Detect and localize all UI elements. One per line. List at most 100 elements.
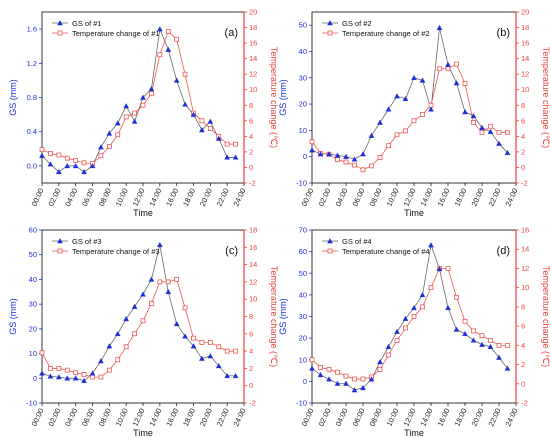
y-left-tick-label: 30 [299, 312, 307, 321]
x-tick-label: 24:00 [504, 187, 520, 208]
y-left-tick-label: 1.6 [27, 25, 37, 34]
gs-point [479, 341, 485, 347]
temperature-point [207, 340, 213, 345]
gs-point [39, 152, 45, 158]
gs-point [419, 77, 426, 83]
temperature-series-line [41, 278, 236, 378]
y-left-tick-label: 70 [299, 226, 307, 235]
gs-point [436, 266, 443, 272]
x-tick-label: 10:00 [114, 187, 130, 208]
temperature-point [394, 132, 400, 138]
gs-point [148, 276, 155, 282]
temperature-point [386, 143, 391, 149]
y-left-tick-label: 10 [29, 349, 37, 358]
temperature-point [224, 141, 230, 147]
y-left-tick-label: -10 [296, 399, 307, 408]
y-right-tick-label: 8 [249, 101, 253, 110]
temperature-point [454, 61, 459, 67]
legend-gs-marker [327, 238, 333, 244]
gs-point [98, 144, 104, 150]
y-right-tick-label: 12 [521, 264, 529, 273]
gs-point [114, 120, 121, 126]
temperature-point [174, 276, 180, 282]
gs-point [487, 343, 494, 350]
y-right-tick-label: -2 [249, 399, 256, 408]
y-right-tick-label: 2 [521, 360, 525, 369]
legend-temperature-label: Temperature change of #3 [72, 247, 160, 256]
y-right-tick-label: 16 [249, 39, 257, 48]
legend-temperature-label: Temperature change of #1 [72, 29, 160, 38]
gs-point [140, 94, 146, 100]
temperature-point [471, 328, 476, 334]
x-tick-label: 16:00 [164, 407, 180, 428]
gs-point [190, 111, 197, 117]
gs-point [368, 376, 375, 382]
gs-series-line [41, 244, 236, 382]
legend-temperature-marker [57, 30, 63, 36]
temperature-point [496, 342, 502, 348]
temperature-point [360, 376, 366, 382]
y-right-tick-label: 10 [249, 85, 257, 94]
y-left-tick-label: 10 [299, 126, 307, 135]
y-right-tick-label: 4 [249, 132, 253, 141]
gs-point [504, 149, 511, 155]
legend-gs-label: GS of #4 [342, 237, 372, 246]
temperature-point [411, 118, 417, 124]
temperature-point [445, 266, 451, 271]
gs-point [462, 109, 468, 115]
gs-point [215, 135, 222, 141]
temperature-point [90, 374, 95, 380]
gs-point [445, 61, 451, 67]
gs-point [334, 380, 341, 386]
x-tick-label: 22:00 [487, 187, 503, 208]
x-tick-label: 00:00 [30, 187, 46, 208]
y-right-tick-label: 6 [249, 116, 253, 125]
gs-point [55, 168, 62, 175]
gs-point [232, 154, 239, 160]
x-tick-label: 12:00 [402, 407, 418, 428]
temperature-point [157, 52, 163, 58]
y-right-tick-label: 14 [521, 245, 529, 254]
legend-temperature-marker [327, 30, 333, 36]
x-axis-title: Time [133, 428, 153, 438]
temperature-point [352, 162, 357, 168]
temperature-point [48, 366, 53, 371]
x-tick-label: 16:00 [436, 187, 452, 208]
temperature-point [403, 128, 408, 134]
y-right-tick-label: 0 [521, 163, 525, 172]
x-tick-label: 10:00 [385, 187, 401, 208]
y-left-tick-label: 50 [299, 21, 307, 30]
x-tick-label: 10:00 [385, 407, 401, 428]
gs-point [343, 380, 349, 386]
temperature-point [149, 91, 154, 96]
x-tick-label: 00:00 [30, 407, 46, 428]
panel-label: (c) [225, 245, 238, 257]
y-right-tick-label: 2 [521, 147, 525, 156]
x-tick-label: 14:00 [147, 407, 163, 428]
x-tick-label: 14:00 [419, 187, 435, 208]
y-right-tick-label: 20 [521, 8, 529, 17]
gs-point [106, 343, 113, 349]
y-left-tick-label: 0 [303, 377, 307, 386]
temperature-point [149, 301, 154, 306]
gs-point [504, 365, 511, 371]
temperature-point [199, 340, 205, 345]
y-left-tick-label: 20 [29, 324, 37, 333]
legend-gs-label: GS of #2 [342, 19, 372, 28]
gs-point [470, 113, 477, 119]
temperature-point [343, 373, 349, 379]
gs-point [165, 288, 172, 295]
temperature-point [224, 348, 230, 354]
gs-point [199, 127, 205, 133]
temperature-point [207, 126, 213, 131]
temperature-point [471, 120, 476, 125]
gs-point [360, 151, 366, 157]
chart-panel-3: 00:00 02:00 04:00 06:00 08:00 10:00 12:00 14:00… [8, 226, 279, 438]
x-tick-label: 14:00 [147, 187, 163, 208]
x-axis-title: Time [404, 428, 424, 438]
y-right-axis-title: Temperature change (℃) [269, 266, 279, 367]
gs-point [131, 303, 138, 309]
temperature-point [157, 279, 163, 285]
x-tick-label: 04:00 [63, 407, 79, 428]
